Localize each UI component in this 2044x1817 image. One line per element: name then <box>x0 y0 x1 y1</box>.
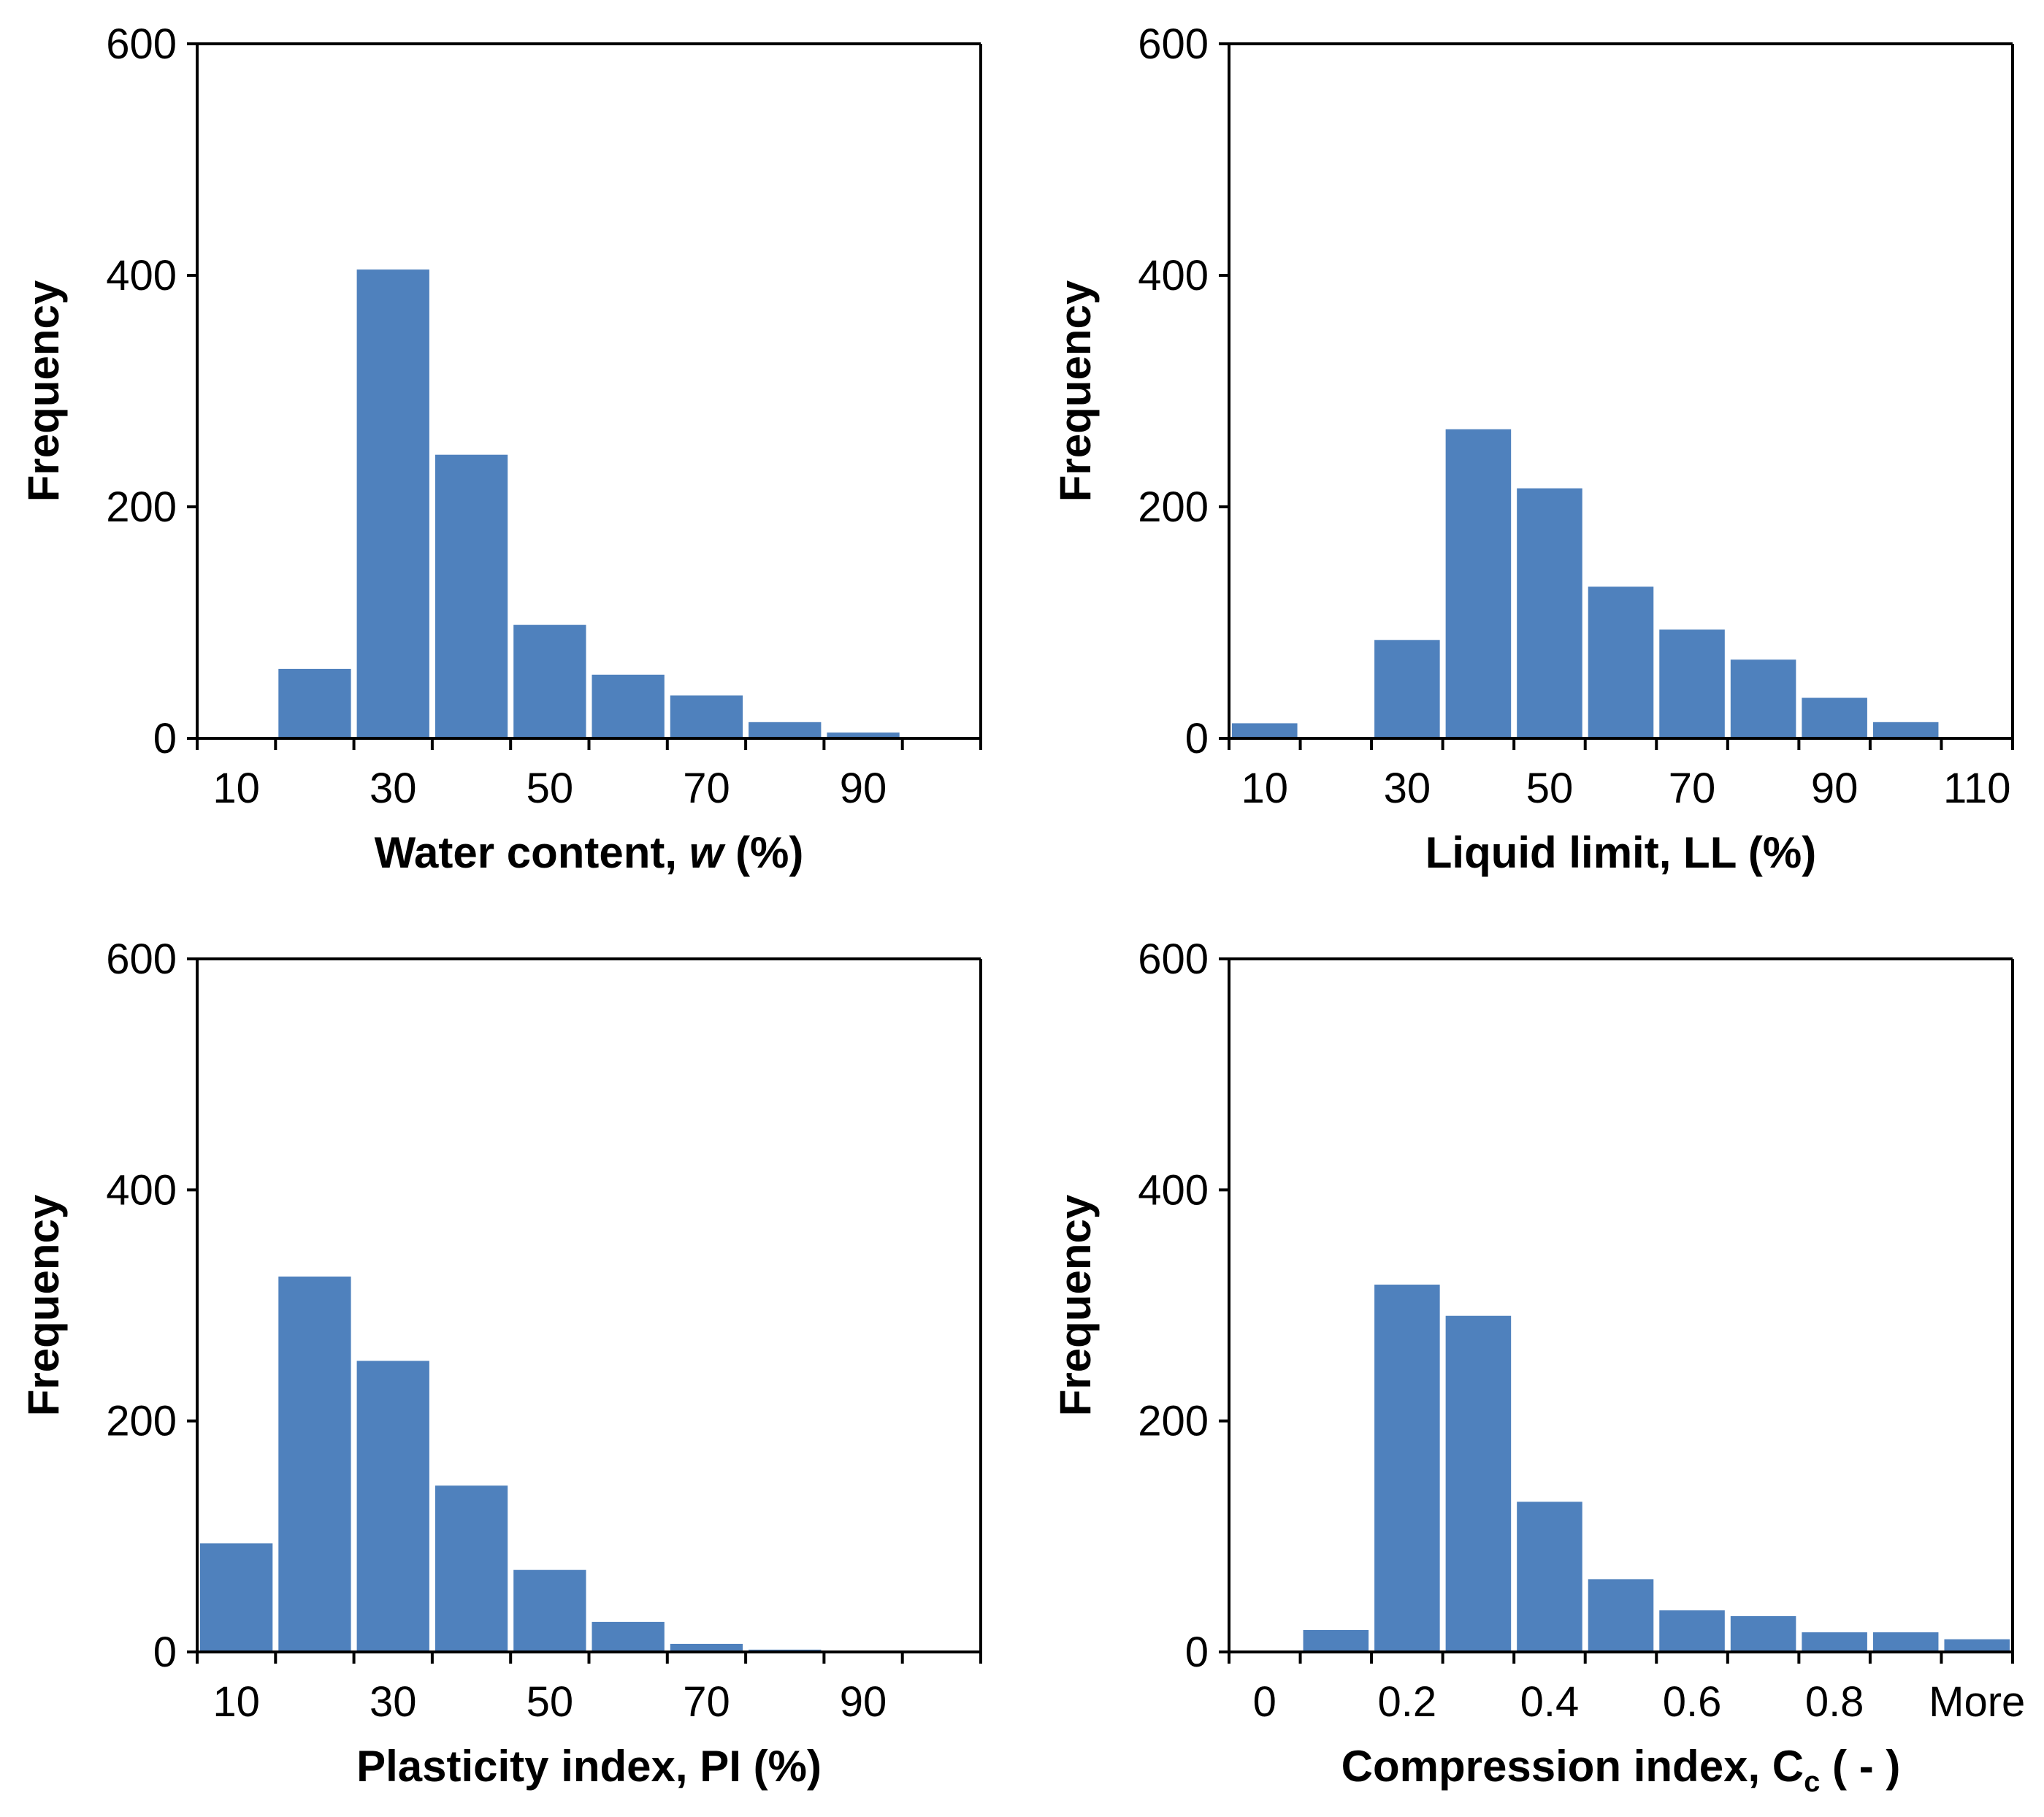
y-tick-label: 400 <box>1138 252 1209 299</box>
histogram-bar <box>1303 1629 1369 1652</box>
y-tick-label: 0 <box>1185 1629 1209 1676</box>
x-tick-label: 0.4 <box>1520 1678 1580 1726</box>
x-tick-label: More <box>1929 1678 2025 1726</box>
x-tick-label: 50 <box>1526 765 1574 812</box>
y-tick-label: 400 <box>106 1166 177 1214</box>
y-tick-label: 600 <box>106 20 177 68</box>
histogram-bar <box>1872 722 1939 738</box>
histogram-bar <box>278 668 351 738</box>
histogram-bar <box>1730 659 1796 738</box>
y-tick-label: 400 <box>1138 1166 1209 1214</box>
histogram-bar <box>749 722 822 738</box>
x-tick-label: 0 <box>1253 1678 1276 1726</box>
y-tick-label: 600 <box>1138 936 1209 983</box>
histogram-bar <box>1659 1610 1725 1652</box>
histogram-bar <box>200 1543 273 1652</box>
y-tick-label: 600 <box>1138 20 1209 68</box>
histogram-bar <box>1374 640 1440 738</box>
histogram-bar <box>592 1621 665 1652</box>
y-tick-label: 200 <box>1138 483 1209 531</box>
y-axis-title: Frequency <box>19 280 68 502</box>
histogram-bar <box>356 1361 429 1652</box>
x-tick-label: 30 <box>370 765 417 812</box>
x-tick-label: 10 <box>213 1678 260 1726</box>
histogram-bar <box>356 269 429 738</box>
histogram-panel-1: 0 200 400 600 10 30 50 70 90 Water content, w (%)… <box>19 20 982 877</box>
histogram-bar <box>1802 697 1867 738</box>
y-tick-label: 0 <box>153 715 177 762</box>
x-tick-label: 30 <box>370 1678 417 1726</box>
x-tick-label: 10 <box>213 765 260 812</box>
histogram-bar <box>1588 586 1654 738</box>
x-tick-label: 70 <box>683 765 730 812</box>
histogram-bar <box>592 674 665 738</box>
x-tick-label: 10 <box>1241 765 1289 812</box>
y-axis-title: Frequency <box>1051 1194 1100 1416</box>
histogram-bar <box>1802 1632 1867 1652</box>
histogram-bar <box>435 454 508 738</box>
x-tick-label: 70 <box>1669 765 1716 812</box>
histogram-panel-3: 0 200 400 600 10 30 50 70 90 Plasticity index, PI… <box>19 936 982 1791</box>
y-axis-title: Frequency <box>19 1194 68 1416</box>
histogram-bar <box>513 624 586 738</box>
histogram-bar <box>670 1643 743 1652</box>
histogram-bar <box>827 732 900 738</box>
y-tick-label: 200 <box>1138 1398 1209 1445</box>
x-tick-label: 50 <box>527 1678 574 1726</box>
histogram-bar <box>1659 630 1725 738</box>
histogram-panel-4: 0 200 400 600 0 0.2 0.4 0.6 0.8 More Compression i… <box>1051 936 2025 1798</box>
y-tick-label: 0 <box>1185 715 1209 762</box>
x-tick-label: 0.6 <box>1663 1678 1722 1726</box>
x-tick-label: 110 <box>1943 765 2010 812</box>
histogram-bar <box>1445 429 1512 738</box>
x-tick-label: 50 <box>527 765 574 812</box>
x-axis-title: Water content, w (%) <box>375 828 804 877</box>
histogram-bar <box>1517 488 1582 738</box>
histogram-bar <box>1232 723 1298 738</box>
x-axis-title: Compression index, Cc ( - ) <box>1341 1742 1901 1798</box>
histogram-bar <box>1517 1502 1582 1652</box>
histogram-bar <box>435 1485 508 1652</box>
histogram-bar <box>1944 1639 2010 1652</box>
x-tick-label: 70 <box>683 1678 730 1726</box>
y-tick-label: 200 <box>106 483 177 531</box>
x-tick-label: 90 <box>840 765 887 812</box>
y-tick-label: 200 <box>106 1398 177 1445</box>
x-axis-title: Plasticity index, PI (%) <box>356 1742 822 1791</box>
histogram-bar <box>670 695 743 738</box>
histogram-bar <box>513 1569 586 1652</box>
x-tick-label: 90 <box>1811 765 1859 812</box>
x-tick-label: 0.8 <box>1805 1678 1864 1726</box>
x-tick-label: 30 <box>1384 765 1431 812</box>
histogram-panel-2: 0 200 400 600 10 30 50 70 90 110 Liquid limit, LL … <box>1051 20 2014 877</box>
histogram-bar <box>1872 1632 1939 1652</box>
y-tick-label: 400 <box>106 252 177 299</box>
x-tick-label: 0.2 <box>1378 1678 1437 1726</box>
histogram-bar <box>1588 1579 1654 1652</box>
y-tick-label: 600 <box>106 936 177 983</box>
x-axis-title: Liquid limit, LL (%) <box>1425 828 1817 877</box>
histogram-bar <box>1374 1285 1440 1652</box>
histogram-bar <box>1445 1315 1512 1652</box>
x-tick-label: 90 <box>840 1678 887 1726</box>
y-tick-label: 0 <box>153 1629 177 1676</box>
y-axis-title: Frequency <box>1051 280 1100 502</box>
histogram-bar <box>1730 1615 1796 1652</box>
histogram-bar <box>278 1276 351 1652</box>
